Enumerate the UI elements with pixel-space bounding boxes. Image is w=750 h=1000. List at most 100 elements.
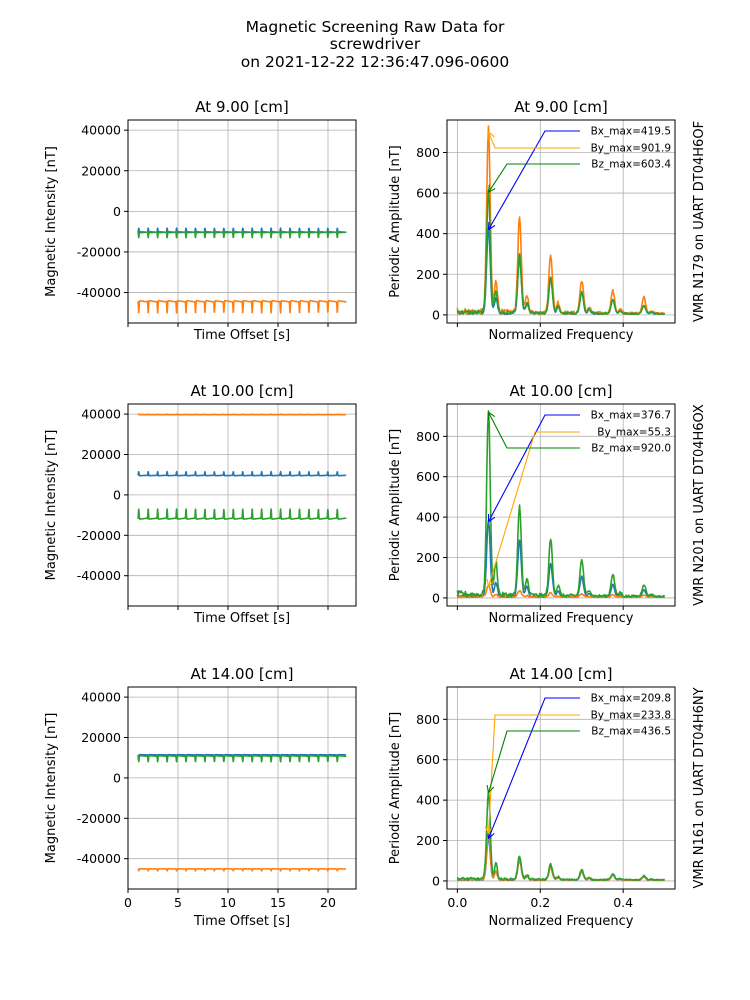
panel-1-ylabel: Periodic Amplitude [nT] <box>388 145 403 298</box>
panel-0-ytick-label: 20000 <box>81 163 121 178</box>
panel-4-axes-frame <box>127 686 357 890</box>
panel-1-ytick-label: 600 <box>416 186 440 201</box>
panel-5-ytick-label: 200 <box>416 833 440 848</box>
panel-1-axes-frame <box>446 119 676 324</box>
panel-4-ytick-label: 40000 <box>81 690 121 705</box>
panel-5-ytick-label: 800 <box>416 712 440 727</box>
panel-5-annotation-x: Bx_max=209.8 <box>591 693 671 705</box>
panel-4-xtick-label: 10 <box>220 895 236 910</box>
panel-4-series-x <box>137 753 347 758</box>
panel-5-xlabel: Normalized Frequency <box>488 914 633 929</box>
panel-4-xlabel: Time Offset [s] <box>193 914 290 929</box>
spectrum-panel-9cm: 0 200 400 600 800 At 9.00 [cm] Normalized Freq… <box>388 98 707 343</box>
panel-5-series-z <box>456 789 665 882</box>
panel-5-ytick-label: 600 <box>416 752 440 767</box>
panel-1-annotation-x: Bx_max=419.5 <box>591 126 671 138</box>
panel-5-xtick-label: 0.4 <box>613 895 633 910</box>
panel-3-annotation-arrow-z <box>487 411 580 449</box>
time-panel-10cm: 40000 20000 0 -20000 -40000 At 10.00 [cm] Time… <box>44 382 357 626</box>
panel-3-annotation-z: Bz_max=920.0 <box>591 443 671 455</box>
panel-4-xtick-label: 5 <box>174 895 182 910</box>
panel-5-annotation-arrowhead-y <box>484 826 493 834</box>
figure-title-line-1: Magnetic Screening Raw Data for <box>246 18 505 36</box>
panel-4-ytick-label: -20000 <box>77 811 121 826</box>
panel-2-axes-frame <box>127 403 357 607</box>
panel-5-annotation-arrow-y <box>487 714 580 834</box>
panel-0-ylabel: Magnetic Intensity [nT] <box>44 146 59 297</box>
panel-3-axes-frame <box>446 403 676 607</box>
panel-3-ytick-label: 600 <box>416 469 440 484</box>
panel-2-ytick-label: -20000 <box>77 528 121 543</box>
panel-3-annotation-arrowhead-x <box>487 513 496 523</box>
panel-0-xlabel: Time Offset [s] <box>193 328 290 343</box>
panel-2-ytick-label: 40000 <box>81 407 121 422</box>
panel-5-annotation-y: By_max=233.8 <box>591 710 671 722</box>
panel-5-annotation-arrow-x <box>487 697 580 839</box>
panel-3-ytick-label: 0 <box>432 590 440 605</box>
panel-3-series-z <box>456 410 666 599</box>
panel-3-ylabel: Periodic Amplitude [nT] <box>388 429 403 582</box>
panel-1-annotation-arrow-z <box>487 163 580 193</box>
panel-5-ytick-label: 400 <box>416 793 440 808</box>
panel-2-series-z <box>137 508 347 520</box>
panel-1-ytick-label: 400 <box>416 226 440 241</box>
panel-1-annotation-arrowhead-x <box>487 221 496 231</box>
panel-1-annotation-arrow-x <box>487 130 580 230</box>
panel-3-side-label: VMR N201 on UART DT04H6OX <box>692 404 707 606</box>
panel-2-ytick-label: 0 <box>113 487 121 502</box>
panel-5-ytick-label: 0 <box>432 873 440 888</box>
panel-0-ytick-label: 0 <box>113 204 121 219</box>
panel-3-annotation-arrow-x <box>487 414 580 523</box>
panel-1-title: At 9.00 [cm] <box>514 98 607 116</box>
panel-4-ytick-label: 0 <box>113 770 121 785</box>
panel-1-annotation-arrowhead-z <box>487 184 496 193</box>
panel-4-xtick-label: 15 <box>270 895 286 910</box>
panel-3-annotation-y: By_max=55.3 <box>597 427 671 439</box>
panel-1-xlabel: Normalized Frequency <box>488 328 633 343</box>
panel-3-ytick-label: 200 <box>416 550 440 565</box>
figure-title-line-3: on 2021-12-22 12:36:47.096-0600 <box>241 53 509 71</box>
panel-1-ytick-label: 200 <box>416 267 440 282</box>
panel-3-xlabel: Normalized Frequency <box>488 611 633 626</box>
panel-3-annotation-arrowhead-y <box>486 578 495 588</box>
panel-5-xtick-label: 0.2 <box>530 895 550 910</box>
panel-1-series-x <box>456 227 665 316</box>
panel-0-ytick-label: -20000 <box>77 244 121 259</box>
panel-0-axes-frame <box>127 119 357 324</box>
panel-1-annotation-arrow-y <box>487 131 580 149</box>
panel-0-ytick-label: 40000 <box>81 123 121 138</box>
panel-5-annotation-z: Bz_max=436.5 <box>591 726 671 738</box>
panel-0-series-y <box>137 299 347 314</box>
panel-0-title: At 9.00 [cm] <box>195 98 288 116</box>
panel-1-side-label: VMR N179 on UART DT04H6OF <box>692 121 707 322</box>
panel-2-xlabel: Time Offset [s] <box>193 611 290 626</box>
panel-2-title: At 10.00 [cm] <box>191 382 294 400</box>
time-panel-9cm: 40000 20000 0 -20000 -40000 At 9.00 [cm] Time … <box>44 98 357 343</box>
panel-1-ytick-label: 0 <box>432 307 440 322</box>
spectrum-panel-14cm: 0.0 0.2 0.4 0 200 400 600 800 At 14.00 [cm] Norma… <box>388 665 707 929</box>
panel-5-annotation-arrowhead-z <box>486 784 495 794</box>
panel-5-axes-frame <box>446 686 676 890</box>
panel-4-xtick-label: 0 <box>124 895 132 910</box>
time-panel-14cm: 0 5 10 15 20 40000 20000 0 -20000 -40000 At 14.00 … <box>44 665 357 929</box>
panel-1-annotation-y: By_max=901.9 <box>591 143 671 155</box>
spectrum-panel-10cm: 0 200 400 600 800 At 10.00 [cm] Normalized Fre… <box>388 382 707 626</box>
panel-5-annotation-arrow-z <box>487 730 580 793</box>
panel-2-series-y <box>137 413 347 416</box>
panel-4-ytick-label: -40000 <box>77 851 121 866</box>
panel-4-ytick-label: 20000 <box>81 730 121 745</box>
panel-4-series-y <box>137 868 347 872</box>
panel-3-ytick-label: 800 <box>416 429 440 444</box>
panel-0-series-z <box>137 230 347 239</box>
panel-2-ytick-label: 20000 <box>81 447 121 462</box>
panel-1-annotation-arrowhead-y <box>487 131 495 140</box>
panel-5-xtick-label: 0.0 <box>447 895 467 910</box>
panel-1-ytick-label: 800 <box>416 145 440 160</box>
panel-3-annotation-x: Bx_max=376.7 <box>591 410 671 422</box>
panel-3-annotation-arrowhead-z <box>487 411 496 420</box>
panel-4-series-z <box>137 754 347 763</box>
panel-1-annotation-z: Bz_max=603.4 <box>591 159 671 171</box>
panel-5-ylabel: Periodic Amplitude [nT] <box>388 712 403 865</box>
panel-5-side-label: VMR N161 on UART DT04H6NY <box>692 687 707 888</box>
